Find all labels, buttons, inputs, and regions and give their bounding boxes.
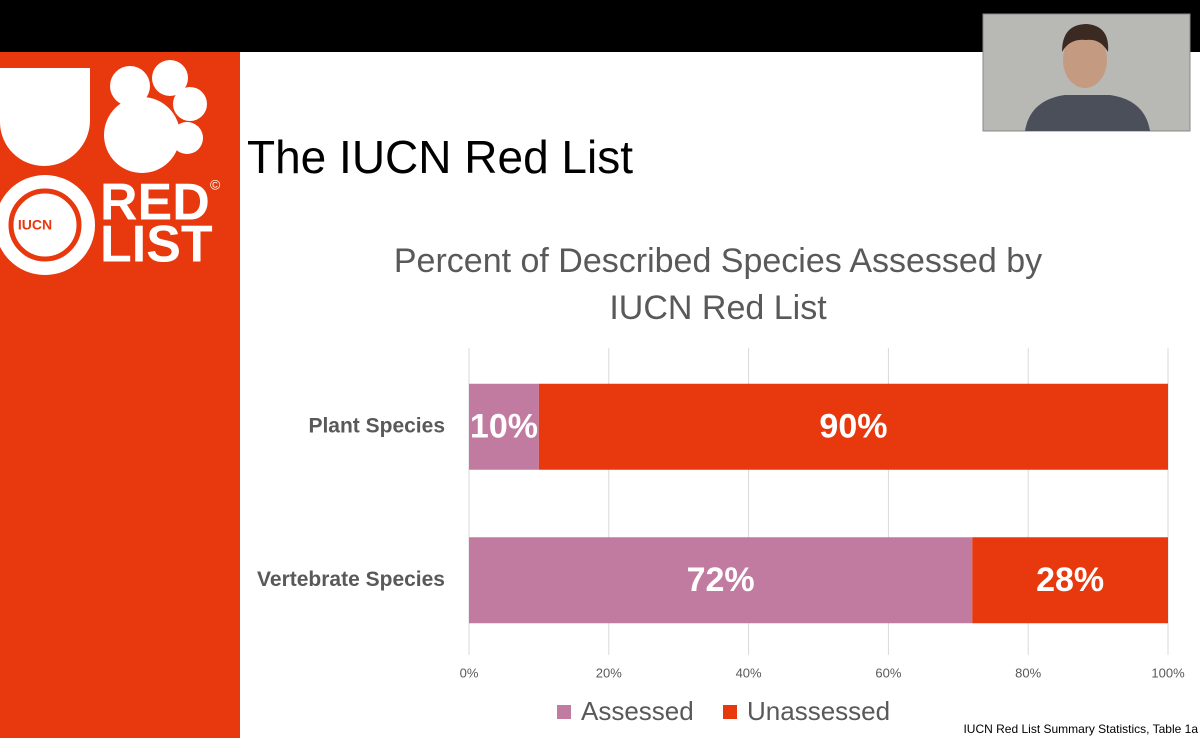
bar-segment <box>469 537 973 624</box>
y-tick-label: Vertebrate Species <box>257 568 445 591</box>
logo-panel <box>0 52 240 738</box>
x-tick-label: 40% <box>736 665 762 680</box>
legend-swatch <box>557 705 571 719</box>
logo-ring <box>8 188 82 262</box>
source-note: IUCN Red List Summary Statistics, Table … <box>963 722 1198 736</box>
bar-segment <box>469 383 539 470</box>
legend-label: Unassessed <box>747 696 890 726</box>
bar-segment <box>538 383 1168 470</box>
x-tick-label: 60% <box>875 665 901 680</box>
data-label: 90% <box>819 408 887 446</box>
data-label: 10% <box>470 408 538 446</box>
x-tick-label: 100% <box>1151 665 1185 680</box>
x-tick-label: 0% <box>460 665 479 680</box>
logo-red: RED <box>100 174 210 232</box>
y-tick-label: Plant Species <box>308 414 445 437</box>
logo-drop <box>0 68 90 166</box>
webcam <box>982 13 1191 132</box>
legend-label: Assessed <box>581 696 694 726</box>
chart: 0% 20% 40% 60% 80% 100% Plant Species 10% 90% Ver… <box>257 348 1185 726</box>
bar-segment <box>972 537 1168 624</box>
logo-badge-text: IUCN <box>18 217 52 233</box>
data-label: 28% <box>1036 561 1104 599</box>
logo-mark: © <box>210 177 221 193</box>
slide-title: The IUCN Red List <box>247 131 634 183</box>
logo-list: LIST <box>100 216 213 274</box>
data-label: 72% <box>687 561 755 599</box>
x-tick-label: 20% <box>596 665 622 680</box>
x-tick-label: 80% <box>1015 665 1041 680</box>
chart-title: Percent of Described Species Assessed by… <box>393 242 1043 327</box>
logo-paw <box>104 60 207 173</box>
legend-swatch <box>723 705 737 719</box>
